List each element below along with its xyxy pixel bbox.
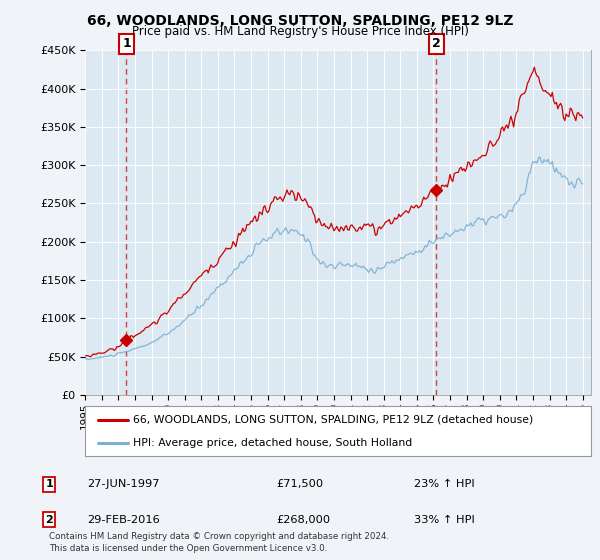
Text: 66, WOODLANDS, LONG SUTTON, SPALDING, PE12 9LZ: 66, WOODLANDS, LONG SUTTON, SPALDING, PE… <box>87 14 513 28</box>
Text: Price paid vs. HM Land Registry's House Price Index (HPI): Price paid vs. HM Land Registry's House … <box>131 25 469 38</box>
Text: 1: 1 <box>46 479 53 489</box>
Text: Contains HM Land Registry data © Crown copyright and database right 2024.
This d: Contains HM Land Registry data © Crown c… <box>49 532 389 553</box>
Text: 29-FEB-2016: 29-FEB-2016 <box>87 515 160 525</box>
Text: 27-JUN-1997: 27-JUN-1997 <box>87 479 160 489</box>
Text: 66, WOODLANDS, LONG SUTTON, SPALDING, PE12 9LZ (detached house): 66, WOODLANDS, LONG SUTTON, SPALDING, PE… <box>133 414 533 424</box>
Text: 23% ↑ HPI: 23% ↑ HPI <box>414 479 475 489</box>
Text: 1: 1 <box>122 38 131 50</box>
Text: 33% ↑ HPI: 33% ↑ HPI <box>414 515 475 525</box>
Text: £71,500: £71,500 <box>276 479 323 489</box>
Text: £268,000: £268,000 <box>276 515 330 525</box>
Text: 2: 2 <box>432 38 440 50</box>
Text: 2: 2 <box>46 515 53 525</box>
Text: HPI: Average price, detached house, South Holland: HPI: Average price, detached house, Sout… <box>133 438 413 448</box>
